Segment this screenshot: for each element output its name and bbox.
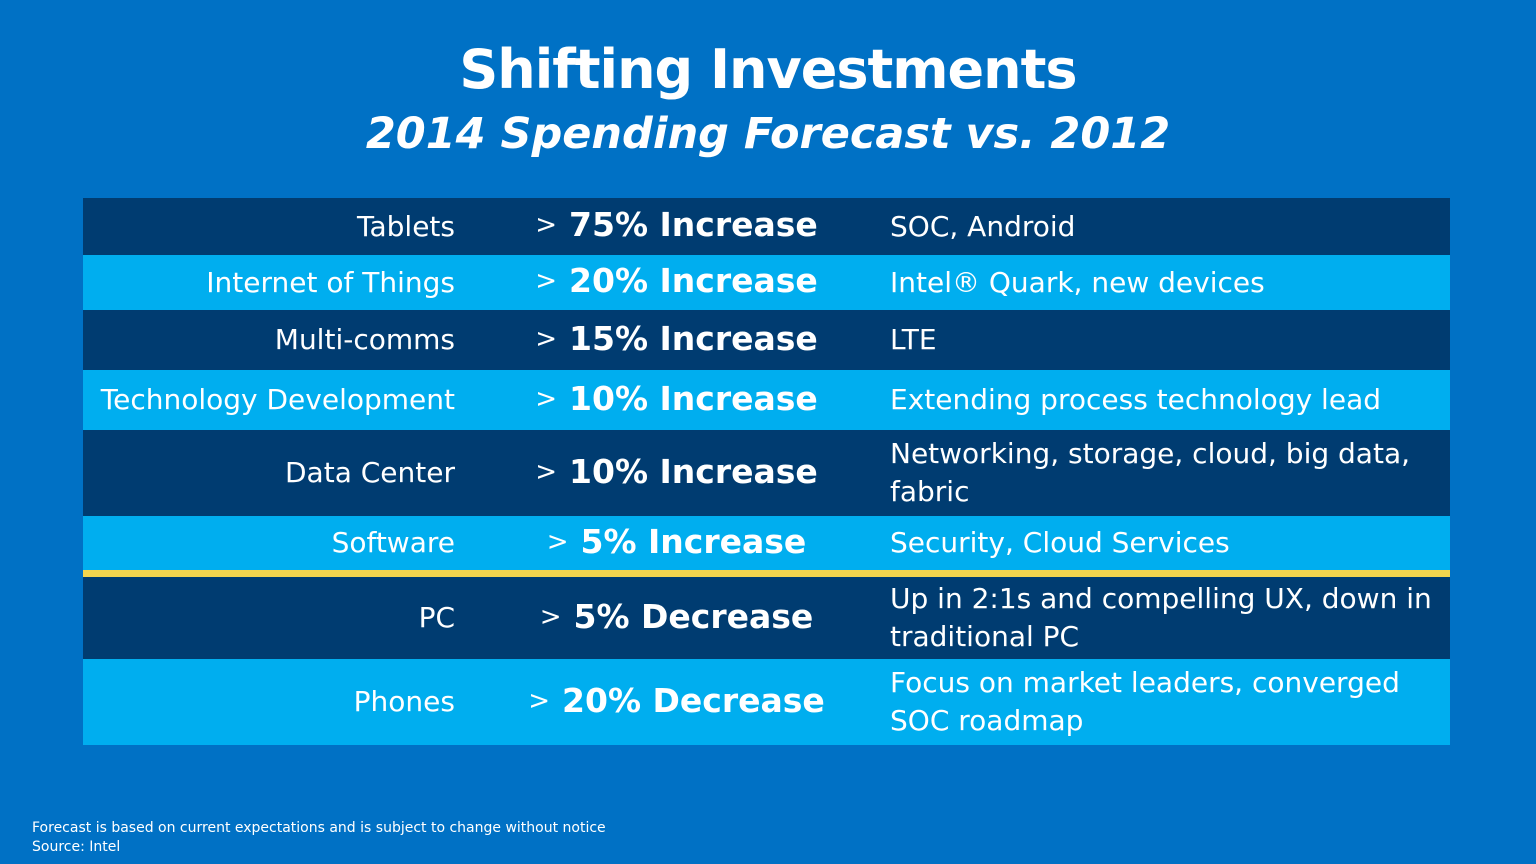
row-change-marker: >	[535, 266, 558, 296]
row-change-value: 5% Increase	[580, 521, 807, 561]
row-change-marker: >	[535, 383, 558, 414]
footer: Forecast is based on current expectation…	[32, 819, 606, 857]
footer-source: Source: Intel	[32, 839, 121, 855]
row-change-value: 15% Increase	[569, 318, 818, 358]
row-category: PC	[418, 601, 455, 634]
row-change: >75% Increase	[455, 206, 898, 247]
slide-title: Shifting Investments	[459, 38, 1077, 101]
row-change-value: 20% Decrease	[562, 680, 825, 720]
row-change: >20% Decrease	[455, 680, 898, 723]
row-category: Technology Development	[100, 383, 455, 416]
row-category: Software	[331, 526, 455, 559]
row-note: LTE	[890, 323, 937, 356]
table-row-tablets: Tablets >75% Increase SOC, Android	[83, 198, 1450, 255]
table-row-technology-development: Technology Development >10% Increase Ext…	[83, 370, 1450, 430]
row-change: >20% Increase	[455, 262, 898, 303]
row-change-marker: >	[546, 526, 569, 557]
row-note: Up in 2:1s and compelling UX, down in tr…	[890, 582, 1432, 653]
row-change: >15% Increase	[455, 318, 898, 361]
row-category: Tablets	[357, 209, 455, 243]
row-change-marker: >	[535, 456, 558, 487]
row-note: Networking, storage, cloud, big data, fa…	[890, 437, 1410, 508]
row-change-value: 20% Increase	[569, 261, 818, 300]
row-category: Data Center	[285, 456, 455, 489]
row-note: Intel® Quark, new devices	[890, 265, 1265, 299]
row-note: Security, Cloud Services	[890, 526, 1230, 559]
investment-table: Tablets >75% Increase SOC, Android Inter…	[83, 198, 1450, 745]
row-change-value: 75% Increase	[569, 205, 818, 244]
table-row-multi-comms: Multi-comms >15% Increase LTE	[83, 310, 1450, 370]
row-change-value: 10% Increase	[569, 378, 818, 418]
row-change-marker: >	[535, 210, 558, 240]
row-change-marker: >	[539, 601, 562, 632]
row-note: Focus on market leaders, converged SOC r…	[890, 666, 1400, 737]
row-change: >5% Increase	[455, 521, 898, 564]
table-row-internet-of-things: Internet of Things >20% Increase Intel® …	[83, 255, 1450, 310]
row-category: Internet of Things	[206, 265, 455, 299]
row-category: Multi-comms	[274, 323, 455, 356]
row-change-value: 10% Increase	[569, 451, 818, 491]
row-change-value: 5% Decrease	[573, 596, 814, 636]
row-note: Extending process technology lead	[890, 383, 1381, 416]
row-change: >10% Increase	[455, 378, 898, 421]
row-change-marker: >	[528, 685, 551, 716]
table-row-software: Software >5% Increase Security, Cloud Se…	[83, 516, 1450, 570]
footer-disclaimer: Forecast is based on current expectation…	[32, 820, 606, 836]
table-row-phones: Phones >20% Decrease Focus on market lea…	[83, 659, 1450, 745]
row-change-marker: >	[535, 323, 558, 354]
slide-subtitle: 2014 Spending Forecast vs. 2012	[365, 109, 1171, 159]
table-row-pc: PC >5% Decrease Up in 2:1s and compellin…	[83, 577, 1450, 659]
row-category: Phones	[353, 685, 455, 718]
increase-decrease-divider	[83, 570, 1450, 577]
row-change: >5% Decrease	[455, 596, 898, 639]
table-row-data-center: Data Center >10% Increase Networking, st…	[83, 430, 1450, 516]
row-note: SOC, Android	[890, 209, 1076, 243]
row-change: >10% Increase	[455, 451, 898, 494]
